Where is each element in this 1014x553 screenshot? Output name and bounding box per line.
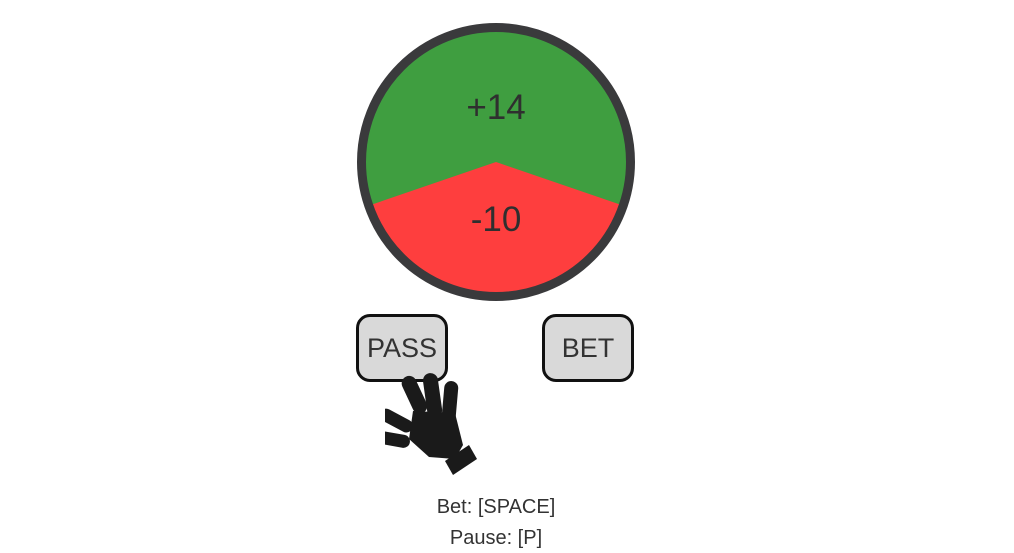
pass-button[interactable]: PASS bbox=[356, 314, 448, 382]
lose-amount: -10 bbox=[470, 200, 522, 239]
wheel-rim bbox=[357, 23, 635, 301]
win-amount: +14 bbox=[466, 88, 526, 127]
key-hints: Bet: [SPACE] Pause: [P] bbox=[0, 492, 992, 553]
bet-hint: Bet: [SPACE] bbox=[436, 496, 556, 518]
pause-hint: Pause: [P] bbox=[449, 527, 543, 549]
lose-area bbox=[364, 162, 628, 294]
bet-button[interactable]: BET bbox=[542, 314, 634, 382]
outcome-wheel: +14 -10 bbox=[356, 22, 636, 302]
wheel-graphic bbox=[357, 23, 635, 301]
hand-icon bbox=[376, 373, 480, 475]
